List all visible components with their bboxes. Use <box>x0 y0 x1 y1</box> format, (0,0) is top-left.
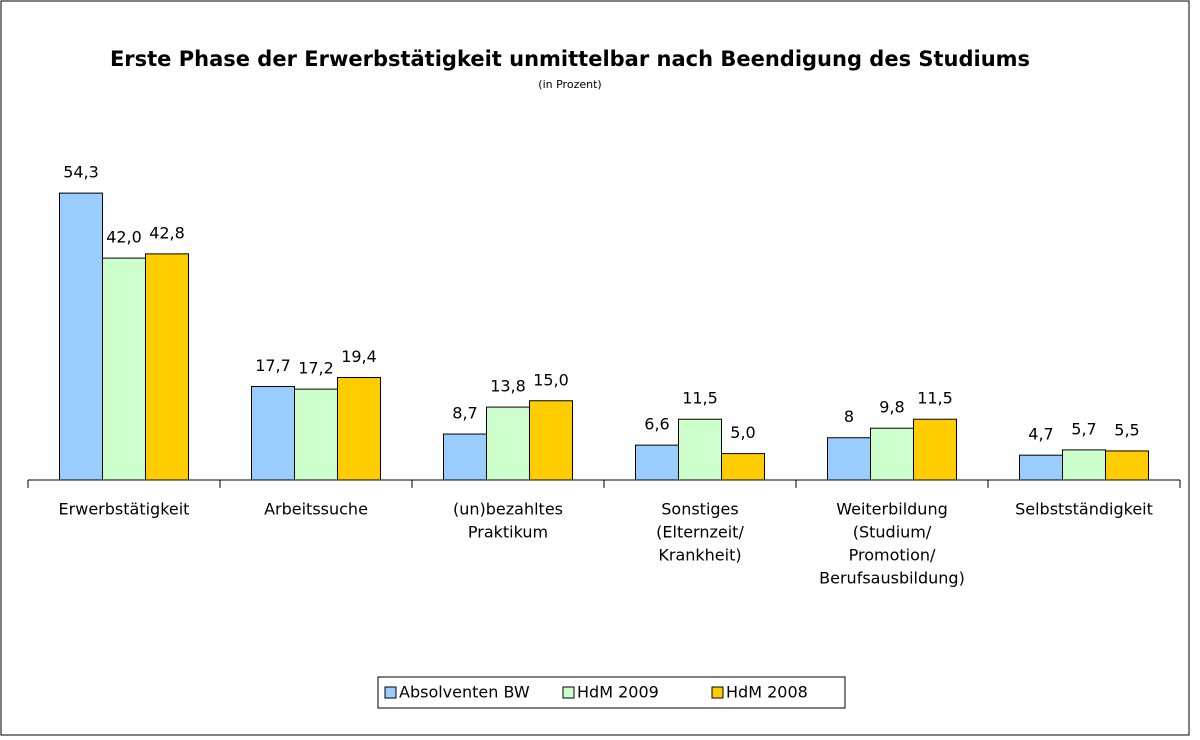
bar <box>1062 449 1106 481</box>
data-label: 5,0 <box>730 423 755 442</box>
bar <box>1105 450 1149 481</box>
bar <box>529 400 573 481</box>
x-tick-label: Selbstständigkeit <box>1015 500 1153 519</box>
bar <box>486 406 530 481</box>
data-label: 4,7 <box>1028 425 1053 444</box>
data-label: 8 <box>844 407 854 426</box>
data-label: 8,7 <box>452 404 477 423</box>
bar <box>827 437 871 481</box>
data-label: 15,0 <box>533 370 569 389</box>
data-label: 42,0 <box>106 228 142 247</box>
legend-swatch <box>562 686 575 699</box>
legend-box <box>377 676 846 709</box>
bar <box>145 253 189 481</box>
x-tick-label: (un)bezahltes <box>453 500 563 519</box>
data-label: 11,5 <box>682 389 718 408</box>
bar <box>635 444 679 481</box>
bar <box>337 377 381 481</box>
data-label: 11,5 <box>917 389 953 408</box>
x-tick-label: Praktikum <box>468 523 548 542</box>
bar <box>294 388 338 481</box>
bar <box>721 453 765 481</box>
data-label: 13,8 <box>490 377 526 396</box>
bar <box>870 427 914 481</box>
bar <box>251 385 295 481</box>
x-tick-label: Erwerbstätigkeit <box>59 500 190 519</box>
x-tick-label: (Studium/ <box>853 523 932 542</box>
legend-label: HdM 2008 <box>726 683 808 702</box>
x-tick-label: Krankheit) <box>658 546 741 565</box>
x-tick-label: (Elternzeit/ <box>656 523 744 542</box>
bar <box>443 433 487 481</box>
x-tick-label: Promotion/ <box>849 546 936 565</box>
chart-title: Erste Phase der Erwerbstätigkeit unmitte… <box>110 47 1030 71</box>
data-label: 17,2 <box>298 359 334 378</box>
bar <box>102 257 146 481</box>
x-tick-label: Sonstiges <box>661 500 738 519</box>
x-tick-label: Weiterbildung <box>836 500 948 519</box>
bar <box>1019 454 1063 481</box>
data-label: 5,7 <box>1071 419 1096 438</box>
data-label: 17,7 <box>255 356 291 375</box>
x-tick-label: Berufsausbildung) <box>819 569 965 588</box>
bar <box>59 192 103 481</box>
bar <box>678 418 722 481</box>
data-label: 19,4 <box>341 347 377 366</box>
x-tick-label: Arbeitssuche <box>264 500 368 519</box>
data-label: 6,6 <box>644 415 669 434</box>
legend-swatch <box>711 686 724 699</box>
chart-subtitle: (in Prozent) <box>538 78 601 91</box>
data-label: 42,8 <box>149 223 185 242</box>
legend-swatch <box>384 686 397 699</box>
data-label: 54,3 <box>63 163 99 182</box>
legend-label: HdM 2009 <box>577 683 659 702</box>
data-label: 9,8 <box>879 398 904 417</box>
bar <box>913 418 957 481</box>
legend-label: Absolventen BW <box>399 683 530 702</box>
data-label: 5,5 <box>1114 420 1139 439</box>
